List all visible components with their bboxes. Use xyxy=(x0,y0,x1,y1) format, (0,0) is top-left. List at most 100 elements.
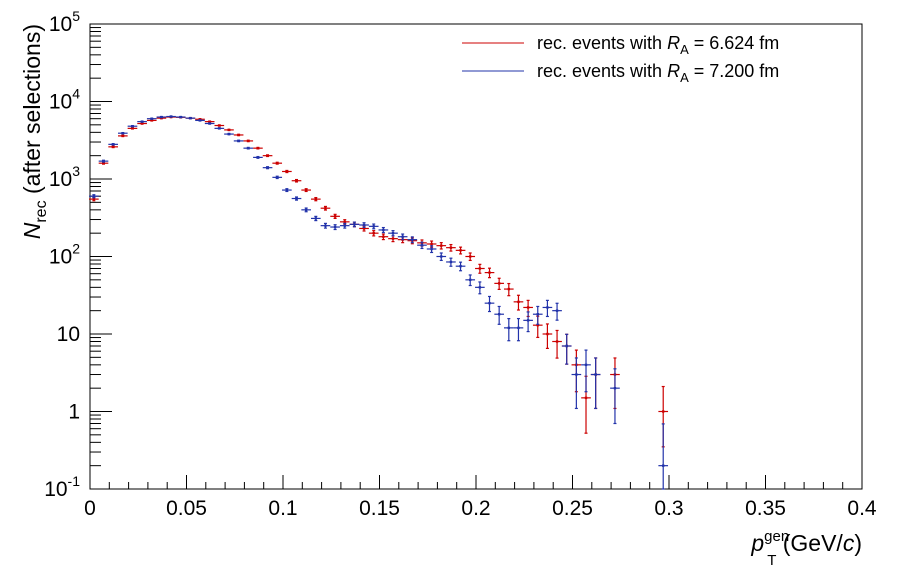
data-point xyxy=(349,221,360,228)
legend-label-series-1: rec. events with RA = 7.200 fm xyxy=(537,61,779,85)
data-point xyxy=(503,282,514,297)
data-point xyxy=(378,226,389,234)
data-point xyxy=(146,117,157,120)
data-point xyxy=(513,294,524,311)
data-point xyxy=(552,329,562,359)
data-point xyxy=(282,169,292,174)
data-point xyxy=(233,133,244,137)
series-layer xyxy=(89,115,669,490)
y-tick-label: 10-1 xyxy=(44,473,80,501)
frame xyxy=(89,23,863,490)
x-tick-label: 0.25 xyxy=(552,497,593,520)
data-point xyxy=(484,267,495,279)
data-point xyxy=(243,146,254,150)
data-point xyxy=(137,122,147,125)
data-point xyxy=(185,116,196,120)
data-point xyxy=(301,207,311,213)
data-point xyxy=(532,305,543,325)
data-point xyxy=(98,159,109,163)
data-point xyxy=(407,236,418,244)
data-point xyxy=(397,233,408,241)
data-point xyxy=(282,188,292,193)
data-point xyxy=(561,333,572,365)
data-point xyxy=(417,241,427,250)
y-tick-label: 103 xyxy=(49,163,80,191)
data-point xyxy=(320,222,331,229)
data-point xyxy=(253,146,263,150)
data-point xyxy=(484,295,495,313)
data-point xyxy=(494,305,504,325)
data-point xyxy=(455,261,466,272)
data-point xyxy=(388,235,398,243)
data-point xyxy=(310,196,321,202)
data-point xyxy=(175,115,186,119)
data-point xyxy=(89,194,99,199)
x-axis-title: pgen T (GeV/c) xyxy=(750,528,862,569)
data-point xyxy=(262,166,273,170)
data-point xyxy=(330,213,340,220)
data-point xyxy=(359,222,369,228)
data-point xyxy=(127,127,138,130)
y-tick-label: 105 xyxy=(49,8,80,36)
data-point xyxy=(542,323,553,349)
data-point xyxy=(291,178,302,183)
data-point xyxy=(465,274,476,287)
data-point xyxy=(590,357,601,410)
data-point xyxy=(465,252,476,262)
data-point xyxy=(436,242,447,250)
series-0 xyxy=(89,115,669,448)
x-tick-label: 0.1 xyxy=(268,497,297,520)
data-point xyxy=(108,145,118,149)
data-point xyxy=(214,124,225,127)
data-point xyxy=(146,119,157,122)
data-point xyxy=(542,299,553,318)
y-tick-label: 102 xyxy=(49,241,80,269)
data-point xyxy=(301,188,311,193)
data-point xyxy=(368,223,379,230)
data-point xyxy=(127,125,138,128)
data-point xyxy=(446,243,456,252)
data-point xyxy=(291,196,302,201)
data-point xyxy=(494,277,504,291)
data-point xyxy=(117,131,128,135)
data-point xyxy=(224,128,234,132)
data-point xyxy=(156,115,167,119)
y-axis-title: Nrec (after selections) xyxy=(19,24,50,239)
data-point xyxy=(446,257,456,267)
x-tick-label: 0.3 xyxy=(654,497,683,520)
data-point xyxy=(262,154,273,158)
data-point xyxy=(503,317,514,342)
y-tick-label: 1 xyxy=(68,401,80,424)
data-point xyxy=(658,423,669,490)
x-tick-label: 0.35 xyxy=(745,497,786,520)
data-point xyxy=(108,143,118,146)
data-point xyxy=(513,317,524,342)
data-point xyxy=(339,219,350,225)
data-point xyxy=(253,155,263,159)
data-point xyxy=(117,134,128,138)
axes: 0 0.05 0.1 0.15 0.2 0.25 0.3 0.35 0.4 10-1 1 10 102 1… xyxy=(44,8,877,520)
data-point xyxy=(388,230,398,237)
x-tick-label: 0.05 xyxy=(166,497,207,520)
data-point xyxy=(339,222,350,229)
data-point xyxy=(310,215,321,222)
data-point xyxy=(523,311,533,333)
x-tick-label: 0 xyxy=(84,497,96,520)
data-point xyxy=(224,132,234,136)
data-point xyxy=(243,139,254,143)
data-point xyxy=(204,120,215,123)
data-point xyxy=(166,115,176,118)
data-point xyxy=(233,139,244,143)
x-tick-label: 0.15 xyxy=(359,497,400,520)
data-point xyxy=(272,175,283,180)
data-point xyxy=(426,245,437,254)
data-point xyxy=(204,122,215,125)
y-tick-label: 104 xyxy=(49,86,80,114)
data-point xyxy=(195,119,205,122)
data-point xyxy=(368,230,379,237)
data-point xyxy=(552,302,562,321)
data-point xyxy=(475,281,485,295)
data-point xyxy=(436,252,447,262)
data-point xyxy=(214,127,225,130)
